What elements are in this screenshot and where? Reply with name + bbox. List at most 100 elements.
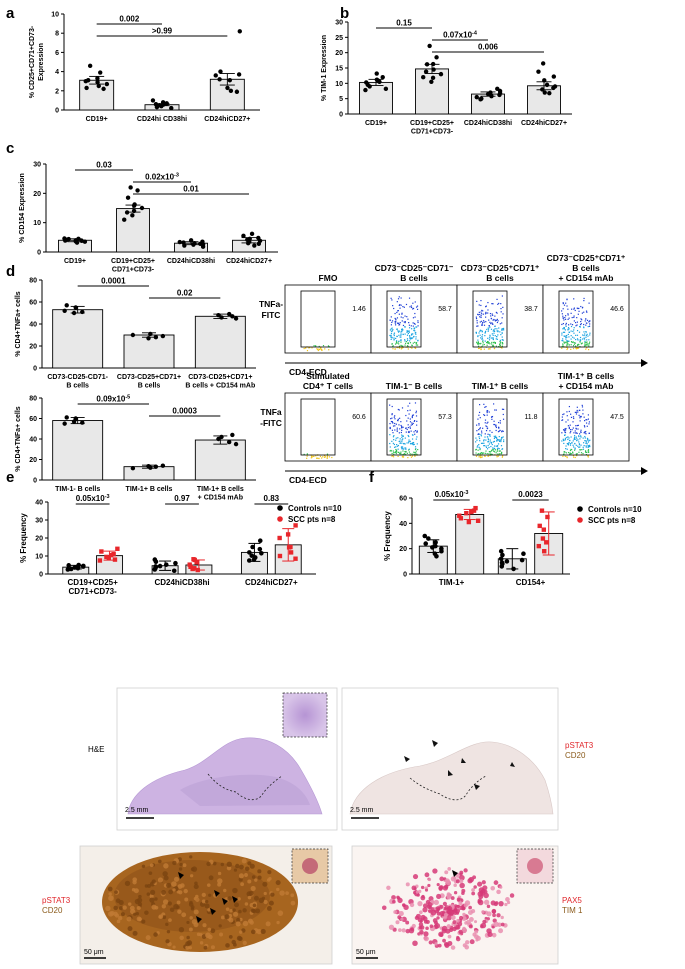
cell [124, 880, 131, 887]
cell [446, 906, 453, 912]
cell [163, 875, 169, 881]
legend-marker-controls [577, 506, 583, 512]
data-point-control [66, 563, 72, 568]
data-point [230, 314, 235, 319]
cell [109, 910, 115, 916]
flow-event [303, 453, 305, 456]
flow-plot-frame [370, 284, 458, 354]
data-point [135, 188, 140, 193]
flow-event [571, 429, 573, 431]
flow-y-label: -FITC [260, 418, 282, 428]
cell [439, 876, 445, 882]
flow-event [413, 453, 415, 455]
flow-event [570, 325, 573, 328]
flow-event [395, 340, 398, 342]
data-point [73, 239, 79, 244]
flow-event [327, 345, 330, 347]
flow-event [574, 438, 576, 440]
data-point [82, 239, 88, 244]
flow-event [415, 450, 417, 452]
flow-event [493, 329, 495, 331]
flow-event [409, 338, 412, 340]
flow-event [390, 336, 393, 338]
cell [496, 913, 501, 918]
flow-event [394, 324, 397, 326]
data-point-scc [106, 555, 111, 560]
flow-event [411, 416, 413, 419]
y-tick-label: 10 [33, 220, 41, 227]
flow-event [583, 432, 585, 434]
cell [459, 874, 465, 881]
cell [210, 945, 215, 950]
flow-event [413, 322, 415, 325]
flow-event [562, 338, 564, 340]
flow-event [322, 345, 325, 347]
flow-event [583, 416, 585, 418]
flow-event [570, 344, 572, 346]
i-stain-label-pstat3: pSTAT3 [42, 896, 71, 905]
flow-event [406, 330, 408, 332]
y-axis-label: % TIM-1 Expression [321, 35, 328, 101]
cell [469, 939, 475, 945]
flow-event [486, 426, 488, 428]
flow-gate [300, 290, 336, 348]
flow-event [566, 348, 568, 351]
flow-event [400, 421, 402, 423]
flow-event [586, 333, 588, 335]
flow-event [395, 439, 397, 441]
flow-event [588, 432, 590, 434]
cell [461, 888, 466, 893]
flow-event [494, 449, 497, 451]
flow-event [584, 450, 587, 452]
flow-event [396, 429, 398, 431]
flow-event [573, 337, 575, 339]
cell [107, 886, 113, 892]
data-point-control [257, 546, 263, 552]
flow-event [478, 424, 480, 426]
flow-header: CD73⁻CD25⁺CD71⁺ [547, 253, 626, 263]
cell [254, 878, 258, 882]
flow-event [391, 413, 393, 415]
flow-event [499, 323, 501, 325]
flow-event [478, 332, 480, 334]
data-point-scc [111, 552, 116, 557]
flow-event [408, 431, 410, 433]
flow-event [391, 414, 393, 416]
flow-event [400, 339, 402, 342]
cell [158, 914, 164, 919]
flow-event [416, 453, 418, 455]
flow-event [392, 442, 394, 444]
flow-event [390, 338, 392, 341]
flow-event [391, 337, 393, 339]
flow-event [404, 342, 407, 344]
flow-event [496, 449, 499, 451]
flow-event [406, 345, 409, 347]
flow-event [490, 315, 492, 317]
flow-event [397, 418, 400, 420]
data-point [139, 205, 145, 211]
flow-event [402, 426, 404, 428]
cell [199, 941, 204, 945]
flow-event [410, 333, 413, 336]
flow-event [480, 430, 483, 432]
flow-event [575, 338, 577, 341]
flow-event [501, 329, 503, 332]
flow-event [414, 330, 416, 332]
flow-event [583, 334, 585, 337]
cell [430, 899, 435, 904]
data-point-control [498, 548, 504, 554]
cell [171, 881, 177, 887]
cell [424, 888, 429, 892]
cell [486, 904, 491, 909]
flow-event [492, 344, 494, 346]
flow-event [413, 328, 415, 330]
flow-event [480, 311, 482, 313]
flow-event [397, 408, 399, 411]
flow-event [584, 431, 586, 433]
cell [446, 914, 452, 921]
cell [157, 859, 162, 864]
flow-event [311, 456, 313, 459]
flow-event [398, 324, 400, 326]
cell [236, 917, 241, 923]
flow-event [316, 348, 318, 350]
